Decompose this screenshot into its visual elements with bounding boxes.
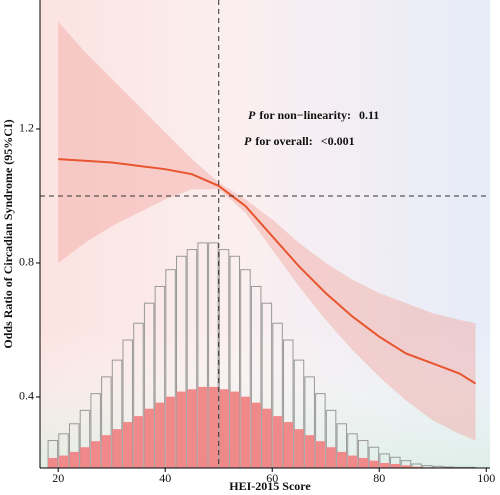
histogram-bar (187, 389, 197, 468)
annotation-prefix: P (244, 134, 252, 148)
histogram-bar (155, 402, 165, 468)
annotation-text: for non−linearity: (259, 108, 351, 122)
histogram-bar (347, 455, 358, 468)
histogram-bar (144, 408, 154, 468)
annotation-value: <0.001 (321, 134, 355, 148)
plot-background-shade (40, 0, 490, 468)
histogram-bar (304, 435, 315, 468)
x-tick-label: 100 (477, 471, 495, 485)
histogram-bar (315, 441, 326, 468)
y-tick-label: 1.2 (19, 121, 34, 135)
histogram-bar (240, 396, 251, 468)
histogram-bar (58, 455, 69, 468)
x-tick-label: 60 (266, 471, 278, 485)
histogram-bar (379, 462, 390, 468)
histogram-bar (165, 396, 176, 468)
annotation-value: 0.11 (359, 108, 379, 122)
histogram-bar (123, 422, 133, 468)
y-axis-title: Odds Ratio of Circadian Syndrome (95%CI) (1, 119, 15, 348)
histogram-bar (326, 447, 336, 468)
histogram-bar (133, 416, 144, 468)
histogram-bar (112, 429, 122, 468)
spline-line (58, 158, 477, 385)
histogram-bar (411, 466, 422, 468)
histogram-bar (272, 416, 283, 468)
histogram-bar (369, 460, 379, 468)
x-tick-label: 80 (373, 471, 385, 485)
histogram-bar (358, 457, 368, 468)
histogram-bar (294, 429, 304, 468)
histogram-bar (251, 402, 261, 468)
x-axis-title: HEI-2015 Score (229, 479, 311, 493)
histogram-bar (101, 435, 112, 468)
histogram-bar (48, 457, 58, 468)
histogram-bar (197, 386, 208, 468)
histogram-bar (230, 391, 240, 468)
annotation-prefix: P (248, 108, 256, 122)
histogram-bar (208, 386, 219, 468)
histogram-bar (337, 451, 347, 468)
y-tick-label: 0.4 (19, 389, 34, 403)
histogram-bar (219, 389, 229, 468)
histogram-bar (390, 463, 401, 468)
histogram-bar (90, 441, 101, 468)
x-tick-label: 40 (159, 471, 171, 485)
histogram-bar (69, 451, 79, 468)
y-tick-label: 0.8 (19, 255, 34, 269)
histogram-bar (283, 422, 294, 468)
histogram-bar (262, 408, 272, 468)
x-tick-label: 20 (52, 471, 64, 485)
annotation-text: for overall: (255, 134, 312, 148)
histogram-bar (176, 391, 187, 468)
histogram-bar (80, 447, 90, 468)
histogram-bar (401, 465, 411, 468)
